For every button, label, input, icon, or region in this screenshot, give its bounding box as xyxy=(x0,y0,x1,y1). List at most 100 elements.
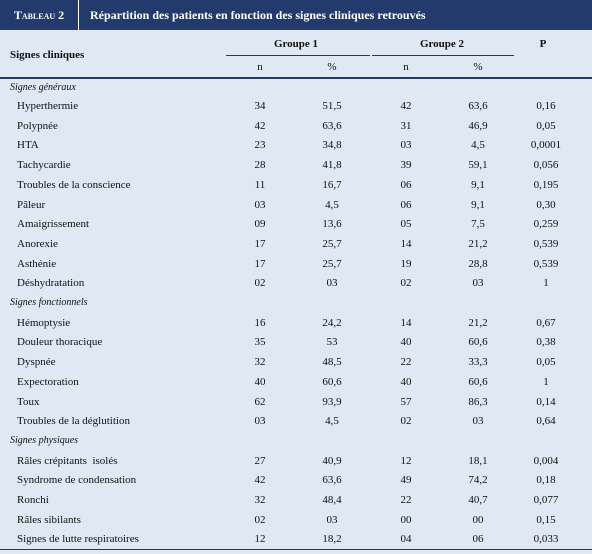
cell: 40 xyxy=(400,336,412,349)
cell: 32 xyxy=(254,356,266,369)
row-label: Tachycardie xyxy=(17,159,71,172)
cell: 0,67 xyxy=(536,316,556,329)
cell: 42 xyxy=(400,100,412,112)
cell: 33,3 xyxy=(468,356,488,369)
cell: 74,2 xyxy=(468,474,488,487)
group-header: Groupe 1 xyxy=(273,38,319,50)
cell: 62 xyxy=(254,395,266,408)
row-label: Dyspnée xyxy=(17,356,56,369)
rule xyxy=(372,55,514,56)
cell: 7,5 xyxy=(471,218,485,231)
row-label: Douleur thoracique xyxy=(17,336,103,349)
cell: 63,6 xyxy=(322,474,342,487)
cell: 53 xyxy=(326,336,338,349)
cell: 51,5 xyxy=(322,100,342,112)
cell: 28 xyxy=(254,159,266,172)
cell: 03 xyxy=(254,415,266,428)
row-label: Pâleur xyxy=(17,198,46,211)
title-bar: Tableau 2 Répartition des patients en fo… xyxy=(0,0,592,30)
row-label: Toux xyxy=(17,395,40,408)
rule xyxy=(226,55,370,56)
group-header: Groupe 2 xyxy=(419,38,465,50)
cell: 0,38 xyxy=(536,336,556,349)
cell: 93,9 xyxy=(322,395,342,408)
cell: 60,6 xyxy=(468,336,488,349)
cell: 21,2 xyxy=(468,237,488,250)
cell: 25,7 xyxy=(322,257,342,270)
table-title: Répartition des patients en fonction des… xyxy=(90,8,426,22)
cell: 0,05 xyxy=(536,119,556,132)
section-title: Signes généraux xyxy=(10,82,76,93)
cell: 17 xyxy=(254,237,266,250)
cell: 0,18 xyxy=(536,474,556,487)
cell: 0,056 xyxy=(533,159,559,172)
row-label: Polypnée xyxy=(17,119,58,132)
cell: 0,0001 xyxy=(530,139,562,152)
cell: 0,05 xyxy=(536,356,556,369)
rule xyxy=(0,549,592,550)
cell: 63,6 xyxy=(322,119,342,132)
row-label: Amaigrissement xyxy=(17,218,90,231)
p-header: P xyxy=(539,38,547,50)
cell: 42 xyxy=(254,119,266,132)
cell: 0,004 xyxy=(533,454,559,467)
row-label: Râles sibilants xyxy=(17,513,81,526)
row-label: HTA xyxy=(17,139,39,152)
cell: 1 xyxy=(543,277,549,290)
cell: 31 xyxy=(400,119,412,132)
row-label: Asthénie xyxy=(17,257,57,270)
row-label: Râles crépitants isolés xyxy=(17,454,118,467)
cell: 60,6 xyxy=(468,375,488,388)
table-label: Tableau 2 xyxy=(0,0,79,30)
cell: 24,2 xyxy=(322,316,342,329)
cell: 4,5 xyxy=(325,198,339,211)
row-label: Ronchi xyxy=(17,494,49,506)
cell: 12 xyxy=(400,454,412,467)
cell: 0,539 xyxy=(533,237,559,250)
cell: 18,2 xyxy=(322,533,342,546)
row-label: Déshydratation xyxy=(17,277,85,290)
cell: 09 xyxy=(254,218,266,231)
cell: 14 xyxy=(400,237,412,250)
cell: 46,9 xyxy=(468,119,488,132)
cell: 0,14 xyxy=(536,395,556,408)
cell: 34 xyxy=(254,100,266,112)
cell: 25,7 xyxy=(322,237,342,250)
cell: 42 xyxy=(254,474,266,487)
cell: 03 xyxy=(326,277,338,290)
cell: 02 xyxy=(254,277,266,290)
cell: 00 xyxy=(400,513,412,526)
cell: 57 xyxy=(400,395,412,408)
cell: 4,5 xyxy=(325,415,339,428)
cell: 0,195 xyxy=(533,178,559,191)
cell: 0,16 xyxy=(536,100,556,112)
cell: 40,9 xyxy=(322,454,342,467)
row-label: Hyperthermie xyxy=(17,100,79,112)
cell: 23 xyxy=(254,139,266,152)
cell: 48,4 xyxy=(322,494,342,506)
cell: 28,8 xyxy=(468,257,488,270)
cell: 0,539 xyxy=(533,257,559,270)
cell: 11 xyxy=(254,178,266,191)
cell: 34,8 xyxy=(322,139,342,152)
cell: 03 xyxy=(400,139,412,152)
cell: 17 xyxy=(254,257,266,270)
cell: 86,3 xyxy=(468,395,488,408)
cell: 9,1 xyxy=(471,198,485,211)
cell: 59,1 xyxy=(468,159,488,172)
cell: 40 xyxy=(254,375,266,388)
cell: 13,6 xyxy=(322,218,342,231)
sub-header: % xyxy=(327,61,337,73)
cell: 0,30 xyxy=(536,198,556,211)
cell: 22 xyxy=(400,356,412,369)
row-label: Troubles de la conscience xyxy=(17,178,131,191)
cell: 16,7 xyxy=(322,178,342,191)
cell: 39 xyxy=(400,159,412,172)
row-label: Anorexie xyxy=(17,237,58,250)
section-title: Signes fonctionnels xyxy=(10,297,88,308)
cell: 05 xyxy=(400,218,412,231)
cell: 12 xyxy=(254,533,266,546)
sub-header: n xyxy=(403,61,409,73)
cell: 48,5 xyxy=(322,356,342,369)
